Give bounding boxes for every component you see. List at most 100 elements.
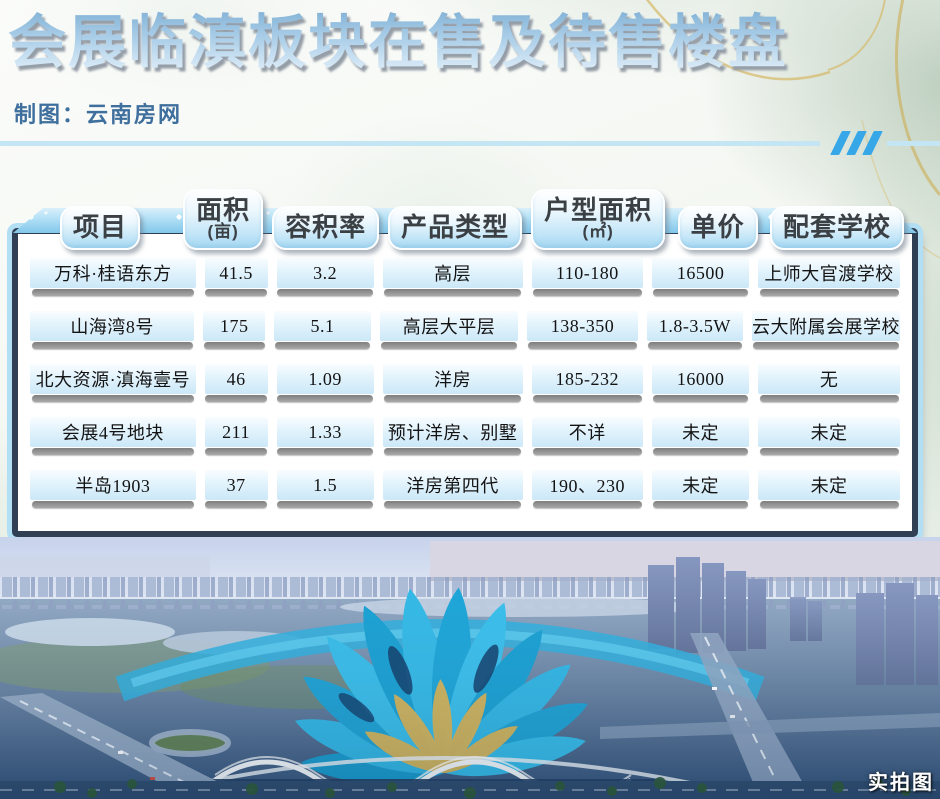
table-cell: 未定 [652, 470, 750, 508]
cell-shadow-bar [532, 501, 642, 508]
table-cell-text: 未定 [810, 476, 848, 496]
cell-shadow-bar [31, 448, 194, 455]
table-cell-text: 1.09 [308, 368, 342, 389]
table-row: 万科·桂语东方 41.5 3.2 高层 110-180 16500 [30, 258, 900, 296]
table-cell: 无 [758, 364, 900, 402]
table-cell: 138-350 [527, 311, 638, 349]
table-cell-box: 会展4号地块 [30, 417, 196, 447]
table-cell-box: 无 [758, 364, 900, 394]
cell-shadow-bar [277, 448, 373, 455]
table-cell: 预计洋房、别墅 [382, 417, 523, 455]
table-cell: 高层大平层 [379, 311, 519, 349]
column-header-cell: 配套学校 [769, 205, 904, 250]
cell-shadow-bar [275, 342, 370, 349]
column-header-unit: (㎡) [582, 221, 614, 241]
table-cell: 37 [204, 470, 268, 508]
cell-shadow-bar [528, 342, 637, 349]
table-cell: 洋房第四代 [382, 470, 523, 508]
divider-line-left [0, 140, 820, 146]
table-cell: 高层 [382, 258, 523, 296]
photo-haze-overlay [0, 537, 940, 799]
triple-slash-icon [830, 131, 883, 155]
table-cell-box: 万科·桂语东方 [30, 258, 196, 288]
cell-shadow-bar [203, 342, 265, 349]
table-cell-text: 会展4号地块 [61, 423, 164, 443]
cell-shadow-bar [652, 448, 749, 455]
table-cell-text: 高层大平层 [402, 317, 496, 337]
table-cell-box: 46 [204, 364, 268, 394]
column-header-cell: 产品类型 [388, 205, 523, 250]
table-cell-box: 37 [204, 470, 268, 500]
table-cell-box: 5.1 [274, 311, 371, 341]
table-cell-text: 洋房第四代 [406, 476, 499, 496]
photo-watermark: 实拍图 [868, 772, 934, 794]
table-cell-text: 190、230 [549, 476, 626, 496]
table-cell: 46 [204, 364, 268, 402]
column-header-badge: 配套学校 [769, 205, 904, 250]
table-cell-box: 1.8-3.5W [646, 311, 743, 341]
cell-shadow-bar [532, 448, 642, 455]
table-cell: 110-180 [531, 258, 643, 296]
cell-shadow-bar [759, 501, 899, 508]
table-cell-box: 211 [204, 417, 268, 447]
table-cell-text: 110-180 [555, 262, 619, 283]
column-header-cell: 容积率 [272, 205, 380, 250]
table-cell-box: 1.5 [276, 470, 374, 500]
table-cell-text: 高层 [434, 264, 472, 284]
table-cell-text: 无 [819, 370, 839, 390]
table-row: 会展4号地块 211 1.33 预计洋房、别墅 不详 未定 未定 [30, 417, 900, 455]
table-cell: 山海湾8号 [30, 311, 195, 349]
table-cell: 16500 [652, 258, 750, 296]
table-cell-box: 16000 [652, 364, 750, 394]
table-cell: 云大附属会展学校 [752, 311, 900, 349]
page-title: 会展临滇板块在售及待售楼盘 [8, 4, 788, 82]
cell-shadow-bar [31, 501, 194, 508]
table-cell-text: 41.5 [219, 262, 253, 283]
table-cell: 211 [204, 417, 268, 455]
table-cell-box: 未定 [758, 417, 900, 447]
divider [0, 130, 940, 156]
table-cell-text: 云大附属会展学校 [752, 317, 900, 337]
cell-shadow-bar [31, 289, 194, 296]
table-cell: 洋房 [382, 364, 523, 402]
table-cell-box: 北大资源·滇海壹号 [30, 364, 196, 394]
table-cell: 万科·桂语东方 [30, 258, 196, 296]
column-header-badge: 项目 [60, 205, 141, 250]
column-header-cell: 户型面积 (㎡) [531, 188, 666, 250]
table-cell-box: 预计洋房、别墅 [382, 417, 523, 447]
table-cell-box: 110-180 [531, 258, 643, 288]
cell-shadow-bar [205, 448, 267, 455]
table-cell: 1.33 [276, 417, 374, 455]
column-header-badge: 户型面积 (㎡) [531, 188, 666, 250]
table-cell-box: 175 [203, 311, 266, 341]
table-cell: 190、230 [531, 470, 643, 508]
table-row: 半岛1903 37 1.5 洋房第四代 190、230 未定 未 [30, 470, 900, 508]
table-cell-text: 175 [220, 315, 249, 336]
table-cell-box: 16500 [652, 258, 750, 288]
table-cell-box: 41.5 [204, 258, 268, 288]
table-cell-text: 16500 [676, 262, 725, 283]
table-cell: 上师大官渡学校 [758, 258, 900, 296]
cell-shadow-bar [647, 342, 743, 349]
table-cell: 185-232 [531, 364, 643, 402]
table-cell-text: 1.5 [313, 474, 338, 495]
table-cell-text: 46 [226, 368, 246, 389]
table-cell: 3.2 [276, 258, 374, 296]
table-cell-text: 万科·桂语东方 [54, 264, 172, 284]
table-cell: 5.1 [274, 311, 371, 349]
cell-shadow-bar [384, 448, 522, 455]
cell-shadow-bar [277, 501, 373, 508]
cell-shadow-bar [652, 501, 749, 508]
table-row: 山海湾8号 175 5.1 高层大平层 138-350 1.8-3.5W [30, 311, 900, 349]
cell-shadow-bar [532, 395, 642, 402]
table-cell: 41.5 [204, 258, 268, 296]
table-cell-text: 3.2 [313, 262, 338, 283]
column-header-badge: 单价 [677, 205, 758, 250]
column-header-label: 单价 [690, 211, 745, 242]
cell-shadow-bar [384, 289, 522, 296]
table-cell-text: 1.33 [308, 421, 342, 442]
table-cell-text: 5.1 [310, 315, 335, 336]
table-cell-text: 16000 [676, 368, 725, 389]
table-cell-text: 未定 [810, 423, 848, 443]
